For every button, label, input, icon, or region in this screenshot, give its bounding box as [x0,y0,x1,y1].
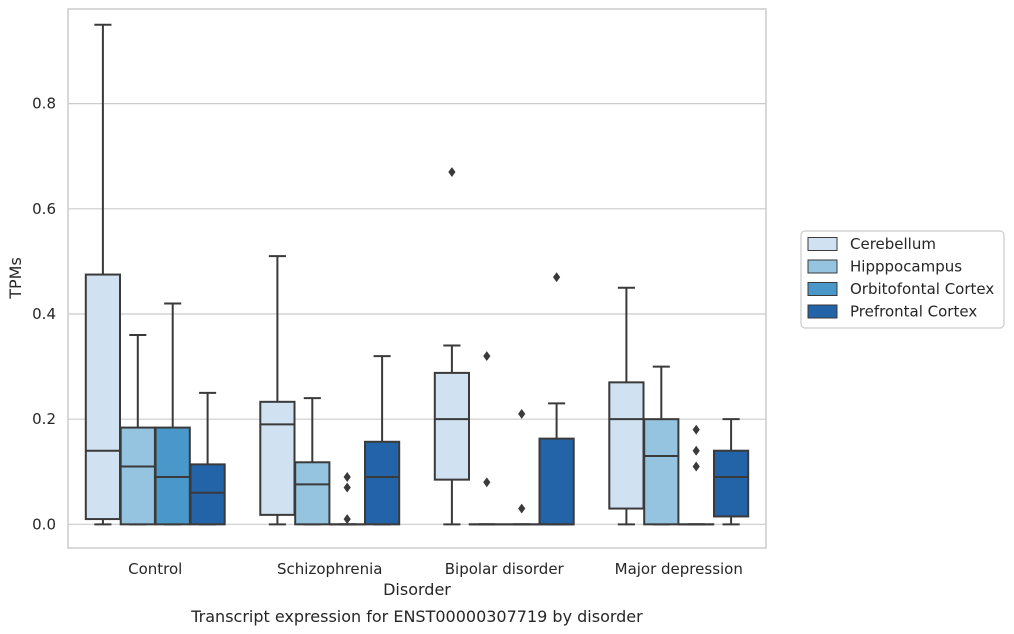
plot-frame [67,8,767,549]
box-hipppocampus [643,365,680,526]
box-prefrontal-cortex [189,391,226,526]
legend-swatch [807,304,838,319]
legend: Cerebellum Hipppocampus Orbitofontal Corte… [800,230,1005,329]
x-tick-label: Major depression [615,560,743,578]
tick-labels: 0.0 0.2 0.4 0.6 0.8 Control Schizophrenia Bipol… [32,95,743,578]
box-groups [84,23,750,526]
box-cerebellum [433,167,471,526]
legend-label: Hipppocampus [850,258,962,276]
outlier-point [343,482,351,493]
box-body [608,381,645,510]
box-body [84,273,122,521]
legend-swatch [807,259,838,274]
legend-frame [800,230,1005,329]
outlier-point [448,167,456,177]
outlier-point [343,514,351,525]
x-tick-label: Schizophrenia [277,560,382,578]
box-hipppocampus [119,334,156,526]
x-axis-label: Disorder [383,580,451,599]
plot-border [67,8,767,549]
y-tick-label: 0.8 [32,95,56,113]
outlier-point [483,351,491,362]
y-axis-label: TPMs [6,257,25,300]
y-tick-label: 0.0 [32,515,56,533]
box-body [259,400,296,516]
box-body [538,437,575,526]
box-prefrontal-cortex [363,355,401,526]
outlier-point [518,503,526,514]
x-tick-label: Control [128,560,182,578]
box-orbitofontal-cortex [503,408,540,526]
box-orbitofontal-cortex [678,424,715,526]
y-tick-label: 0.4 [32,305,56,323]
box-body [119,426,156,526]
figure-caption: Transcript expression for ENST0000030771… [190,607,643,626]
box-orbitofontal-cortex [329,472,366,526]
legend-swatch [807,282,838,296]
box-body [189,463,226,526]
legend-label: Prefrontal Cortex [850,303,977,321]
outlier-point [518,408,526,419]
outlier-point [692,424,700,435]
y-tick-label: 0.6 [32,200,56,218]
box-cerebellum [608,286,645,526]
box-hipppocampus [294,397,331,526]
outlier-point [483,477,491,488]
box-hipppocampus [468,351,505,526]
box-prefrontal-cortex [712,418,750,526]
box-orbitofontal-cortex [154,302,191,526]
y-tick-label: 0.2 [32,410,56,428]
box-body [154,426,191,526]
legend-swatch [807,237,838,251]
outlier-point [343,472,351,482]
box-body [363,440,401,526]
legend-label: Orbitofontal Cortex [850,280,994,298]
box-cerebellum [84,23,122,526]
box-body [643,418,680,526]
legend-label: Cerebellum [850,235,936,253]
box-prefrontal-cortex [538,272,575,526]
outlier-point [553,272,561,283]
box-body [712,449,750,518]
box-body [433,371,471,481]
outlier-point [692,445,700,456]
x-tick-label: Bipolar disorder [445,560,565,578]
box-body [294,461,331,526]
box-cerebellum [259,255,296,526]
outlier-point [692,461,700,472]
